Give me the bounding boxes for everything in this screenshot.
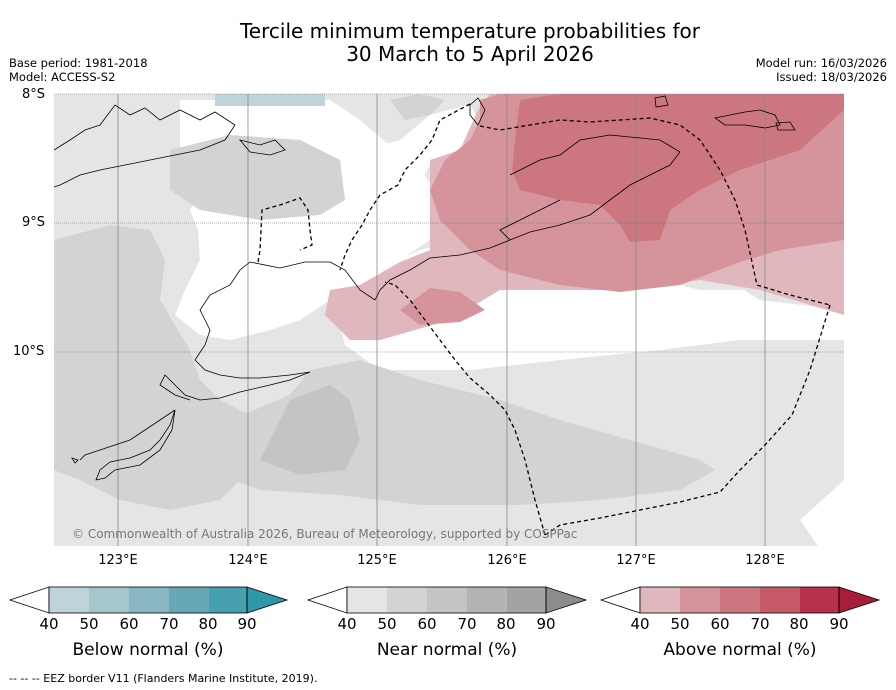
near-normal-60-south xyxy=(260,385,360,475)
near-normal-50-west xyxy=(54,225,260,510)
issued-text: Issued: 18/03/2026 xyxy=(776,70,887,84)
above-tick-40: 40 xyxy=(630,615,650,633)
coastlines xyxy=(54,95,796,481)
meta-left: Base period: 1981-2018 Model: ACCESS-S2 xyxy=(9,56,148,84)
near-tick-90: 90 xyxy=(536,615,556,633)
colorbar-near-normal xyxy=(306,586,588,614)
base-period-text: Base period: 1981-2018 xyxy=(9,56,148,70)
meridians xyxy=(117,94,766,546)
map-title: Tercile minimum temperature probabilitie… xyxy=(0,20,896,66)
lon-label-123e: 123°E xyxy=(98,553,138,568)
model-run-text: Model run: 16/03/2026 xyxy=(755,56,887,70)
white-region-north xyxy=(360,104,478,275)
below-tick-80: 80 xyxy=(198,615,218,633)
below-tick-50: 50 xyxy=(79,615,99,633)
colorbar-below-normal xyxy=(8,586,289,614)
below-tick-60: 60 xyxy=(119,615,139,633)
title-line-2: 30 March to 5 April 2026 xyxy=(346,42,594,66)
white-corner-se xyxy=(800,480,844,546)
colorbar-above-normal xyxy=(599,586,881,614)
near-normal-40-bottom xyxy=(54,500,330,546)
copyright-text: © Commonwealth of Australia 2026, Bureau… xyxy=(72,527,578,541)
near-tick-40: 40 xyxy=(337,615,357,633)
model-text: Model: ACCESS-S2 xyxy=(9,70,116,84)
above-tick-90: 90 xyxy=(829,615,849,633)
eez-footer-note: -- -- -- EEZ border V11 (Flanders Marine… xyxy=(9,672,318,685)
above-normal-label: Above normal (%) xyxy=(663,640,817,660)
lat-label-9s: 9°S xyxy=(22,215,46,230)
lat-label-8s: 8°S xyxy=(22,87,46,102)
below-tick-70: 70 xyxy=(159,615,179,633)
near-normal-50-top xyxy=(390,94,445,120)
above-normal-50-patch xyxy=(400,288,485,325)
lon-label-128e: 128°E xyxy=(745,553,785,568)
below-tick-90: 90 xyxy=(237,615,257,633)
lon-label-127e: 127°E xyxy=(616,553,656,568)
near-tick-70: 70 xyxy=(457,615,477,633)
lon-label-125e: 125°E xyxy=(357,553,397,568)
above-tick-80: 80 xyxy=(789,615,809,633)
above-tick-60: 60 xyxy=(710,615,730,633)
title-line-1: Tercile minimum temperature probabilitie… xyxy=(239,19,701,43)
below-normal-40-region xyxy=(215,94,325,106)
near-tick-60: 60 xyxy=(417,615,437,633)
near-normal-label: Near normal (%) xyxy=(376,640,518,660)
below-tick-40: 40 xyxy=(39,615,59,633)
above-tick-70: 70 xyxy=(750,615,770,633)
lon-label-126e: 126°E xyxy=(487,553,527,568)
above-normal-60-region xyxy=(512,94,844,242)
eez-border xyxy=(257,103,831,536)
meta-right: Model run: 16/03/2026 Issued: 18/03/2026 xyxy=(756,56,887,84)
near-tick-50: 50 xyxy=(377,615,397,633)
lat-label-10s: 10°S xyxy=(13,344,45,359)
below-normal-label: Below normal (%) xyxy=(72,640,224,660)
above-tick-50: 50 xyxy=(670,615,690,633)
near-tick-80: 80 xyxy=(496,615,516,633)
map-field xyxy=(54,94,844,546)
lon-label-124e: 124°E xyxy=(228,553,268,568)
